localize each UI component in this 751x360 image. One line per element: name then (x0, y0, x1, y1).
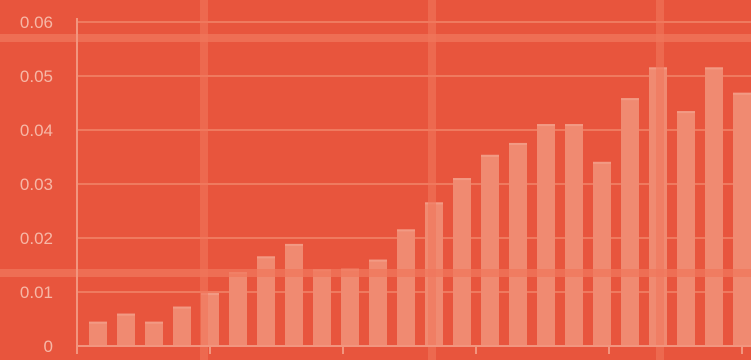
bar-cap (537, 124, 555, 127)
bar-cap (705, 67, 723, 70)
bar (117, 313, 135, 346)
bar-cap (145, 321, 163, 324)
bar-cap (397, 229, 415, 232)
y-tick-labels: 0 0.01 0.02 0.03 0.04 0.05 0.06 (20, 13, 53, 356)
bar (453, 178, 471, 346)
bar-cap (201, 293, 219, 296)
y-tick-label: 0.05 (20, 67, 53, 86)
bar-cap (593, 161, 611, 164)
overlay-column (656, 0, 664, 360)
bar-cap (565, 124, 583, 127)
bar-cap (117, 313, 135, 316)
bar-cap (509, 142, 527, 145)
bar-cap (285, 243, 303, 246)
bar (145, 321, 163, 346)
y-tick-label: 0.02 (20, 229, 53, 248)
bar (89, 321, 107, 346)
overlay-column (428, 0, 436, 360)
bar (173, 306, 191, 346)
bar-cap (733, 92, 751, 95)
overlay-band (0, 269, 751, 277)
bar-cap (621, 98, 639, 101)
bar (621, 98, 639, 346)
y-tick-label: 0.03 (20, 175, 53, 194)
overlay-column (200, 0, 208, 360)
y-tick-label: 0 (44, 337, 53, 356)
bar (509, 142, 527, 346)
bar (341, 268, 359, 346)
axes (76, 18, 751, 354)
y-tick-label: 0.06 (20, 13, 53, 32)
bar-cap (453, 178, 471, 181)
bar (397, 229, 415, 346)
y-tick-label: 0.04 (20, 121, 53, 140)
bar (565, 124, 583, 346)
bar (705, 67, 723, 347)
bar-cap (481, 154, 499, 157)
bar (229, 272, 247, 346)
bar-cap (369, 259, 387, 262)
bar-cap (677, 111, 695, 114)
bar-cap (257, 256, 275, 259)
bar (537, 124, 555, 346)
bar (733, 92, 751, 347)
bar (677, 111, 695, 346)
bar (257, 256, 275, 346)
bar (481, 154, 499, 346)
bar (313, 269, 331, 346)
bar (369, 259, 387, 346)
bar-cap (89, 321, 107, 324)
bar (593, 161, 611, 346)
overlay-band (0, 34, 751, 42)
bar (285, 243, 303, 346)
bar-cap (173, 306, 191, 309)
y-tick-label: 0.01 (20, 283, 53, 302)
